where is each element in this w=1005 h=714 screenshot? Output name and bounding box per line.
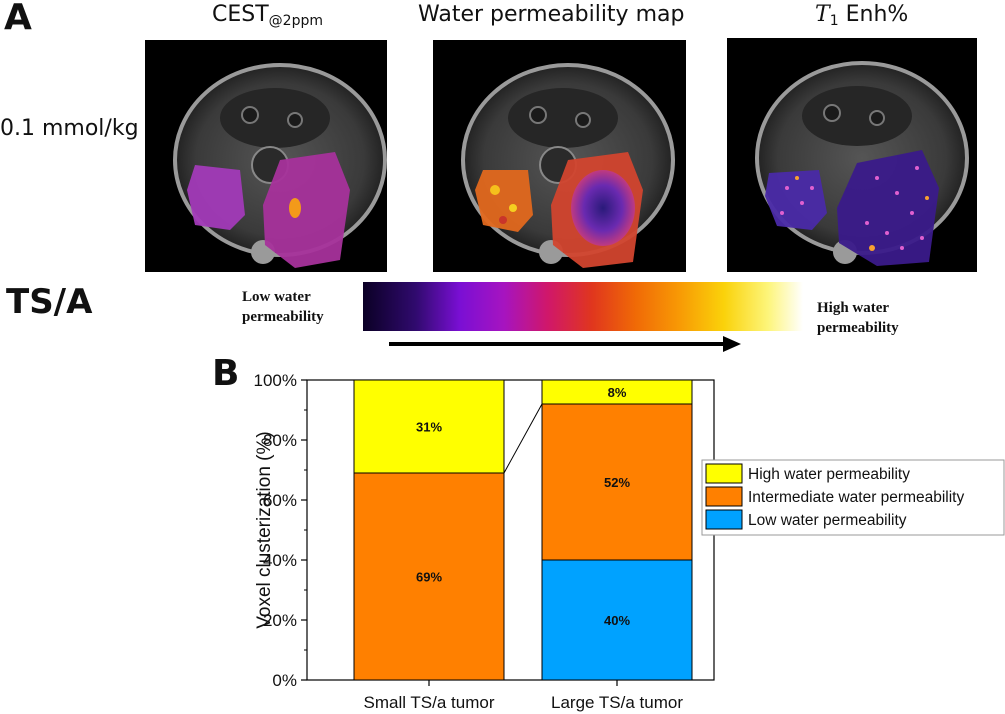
colorbar [363,282,803,331]
x-tick-label: Small TS/a tumor [363,693,494,712]
colorbar-high-line1: High water [817,300,890,316]
y-axis-label: Voxel clusterization (%) [254,431,275,628]
legend-label: Low water permeability [748,512,907,529]
y-tick-label: 80% [263,431,297,450]
t1-rest: Enh% [838,2,909,27]
legend-box [701,459,1005,536]
y-tick-label: 20% [263,611,297,630]
cest-title-sub: @2ppm [268,13,323,29]
bar-segment [353,472,505,681]
bar-data-label: 8% [608,385,627,400]
t1-enh-mri-image [727,38,977,272]
colorbar-low-line1: Low water [242,289,311,305]
bar-segment [353,379,505,474]
cest-mri-image [145,40,387,272]
legend-label: High water permeability [748,466,910,483]
stacked-bar-chart: 0% 20% 40% 60% 80% 100% Voxel clusterization (… [254,371,1005,712]
dose-label: 0.1 mmol/kg [0,116,139,141]
direction-arrow [389,336,741,352]
legend-swatch [705,463,743,484]
bar-segment [541,379,693,405]
bar-segment [541,559,693,681]
y-tick-label: 60% [263,491,297,510]
bar-segment [541,403,693,561]
bar-data-label: 31% [416,420,442,435]
y-tick-label: 0% [272,671,297,690]
cest-title: CEST@2ppm [212,2,323,29]
model-label: TS/A [6,282,93,322]
t1-sub: 1 [829,13,839,29]
colorbar-low-label: Low water permeability [242,288,324,327]
connector-line [503,403,543,474]
legend-swatch [705,509,743,530]
legend-label: Intermediate water permeability [748,489,964,506]
panel-a-letter: A [4,0,32,38]
bar-data-label: 40% [604,613,630,628]
colorbar-high-line2: permeability [817,319,899,336]
water-permeability-mri-image [433,40,686,272]
y-tick-label: 100% [254,371,297,390]
x-tick-label: Large TS/a tumor [551,693,683,712]
panel-b-letter: B [212,353,240,394]
colorbar-low-line2: permeability [242,308,324,325]
legend-swatch [705,486,743,507]
colorbar-high-label: High water permeability [817,299,899,338]
t1-enh-title: T1 Enh% [815,2,909,29]
t1-var: T [815,2,830,27]
bar-data-label: 52% [604,475,630,490]
y-tick-label: 40% [263,551,297,570]
water-map-title: Water permeability map [418,2,685,27]
cest-title-main: CEST [212,2,269,27]
bar-data-label: 69% [416,570,442,585]
